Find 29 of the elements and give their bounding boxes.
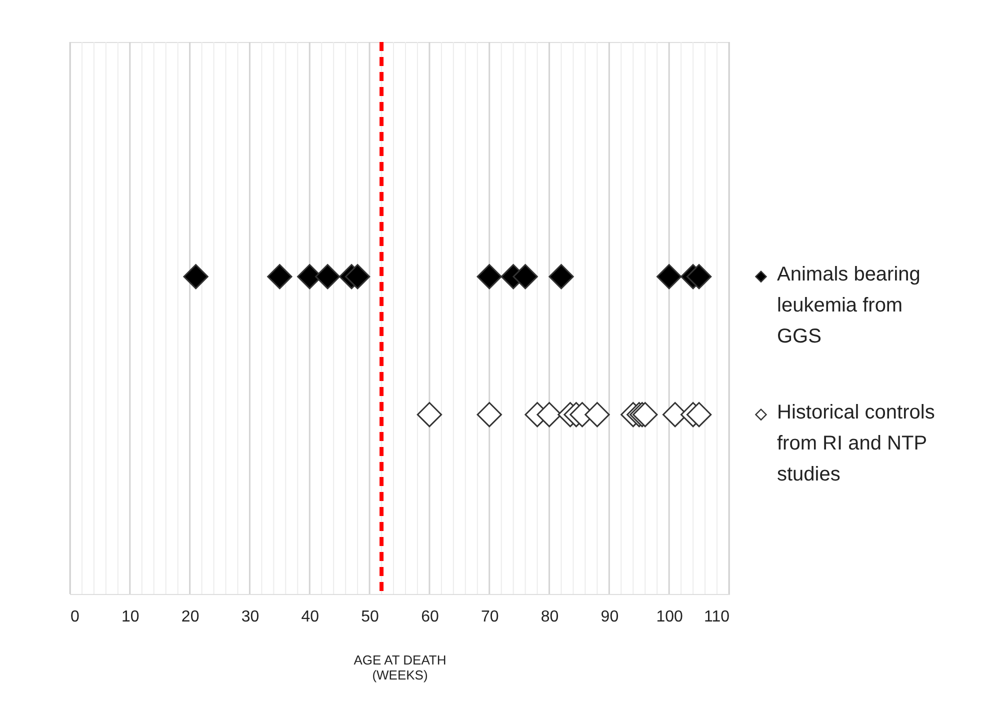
- x-tick-label: 80: [540, 608, 559, 626]
- x-tick-label: 10: [122, 608, 140, 626]
- legend-label: Animals bearing leukemia from GGS: [777, 264, 920, 348]
- point: [548, 264, 574, 290]
- point: [686, 264, 712, 290]
- x-tick-label: 110: [704, 608, 730, 626]
- x-axis-title: AGE AT DEATH (WEEKS): [354, 652, 446, 682]
- x-tick-label: 0: [70, 608, 80, 626]
- x-tick-label: 100: [656, 608, 684, 626]
- x-tick-label: 90: [600, 608, 619, 626]
- point: [686, 402, 712, 428]
- point: [476, 402, 502, 428]
- legend-label: Historical controls from RI and NTP studies: [777, 402, 935, 486]
- x-tick-label: 70: [480, 608, 499, 626]
- x-tick-label: 30: [241, 608, 260, 626]
- point: [476, 264, 502, 290]
- point: [584, 402, 610, 428]
- point: [315, 264, 340, 290]
- point: [344, 264, 370, 290]
- x-tick-label: 60: [421, 608, 439, 626]
- point: [536, 402, 562, 428]
- point: [267, 264, 292, 290]
- point: [656, 264, 682, 290]
- point: [512, 264, 538, 290]
- point: [183, 264, 208, 290]
- x-tick-label: 20: [181, 608, 200, 626]
- x-tick-label: 40: [301, 608, 320, 626]
- point: [416, 402, 442, 428]
- x-tick-label: 50: [361, 608, 380, 626]
